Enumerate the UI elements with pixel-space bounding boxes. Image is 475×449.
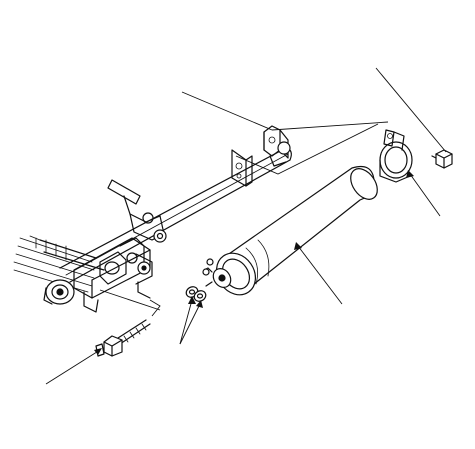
callout-leaders [45,67,447,385]
leaf-spring [13,235,153,313]
mounting-clamp [379,129,413,183]
callout-shock [297,245,343,305]
upper-mount-bracket [263,125,291,167]
shock-absorber [202,165,378,296]
frame-rail [39,147,292,283]
callout-washer-a [179,299,193,345]
washers [185,286,207,302]
lower-bolt [95,319,151,357]
callout-frame [181,91,273,131]
callout-bolt [45,349,101,385]
upper-nut [431,149,453,169]
callout-washer-b [179,303,201,345]
callout-nut [375,67,447,153]
callout-clamp [409,173,441,217]
